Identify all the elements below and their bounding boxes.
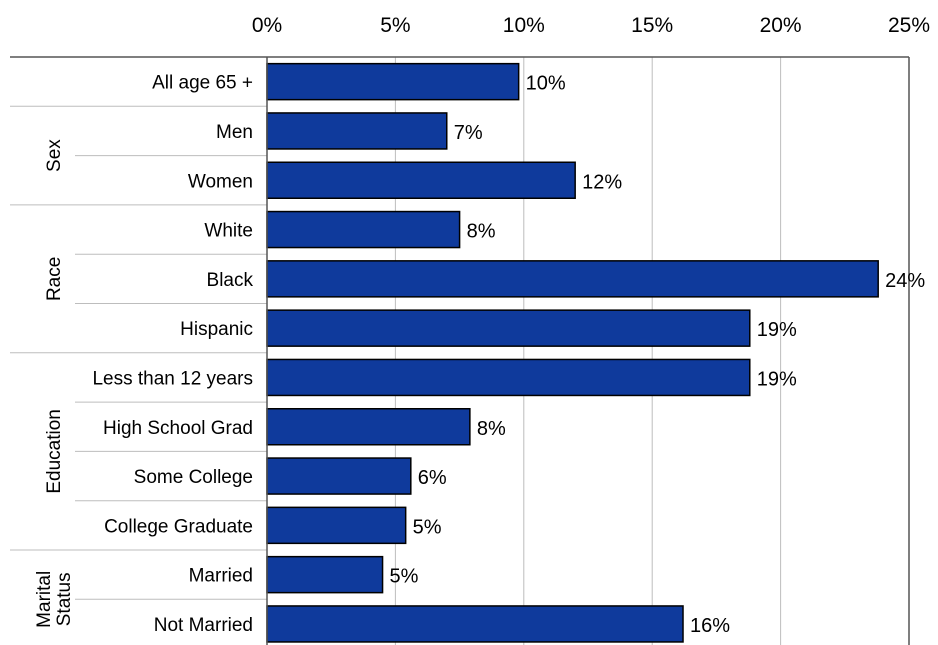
data-label: 19%: [757, 319, 797, 341]
x-tick-label: 0%: [252, 14, 282, 37]
x-tick-label: 25%: [888, 14, 930, 37]
bar: [266, 260, 879, 298]
category-label: Not Married: [154, 615, 253, 636]
bar: [266, 210, 461, 249]
category-label: High School Grad: [103, 418, 253, 439]
data-label: 5%: [390, 566, 419, 588]
category-label: Black: [207, 270, 254, 291]
grid-lines: [394, 57, 910, 645]
category-label: Some College: [134, 467, 253, 488]
group-label: Sex: [44, 139, 65, 172]
axes: [10, 56, 909, 645]
category-label: College Graduate: [104, 516, 253, 537]
category-label: Men: [216, 122, 253, 143]
group-label: Race: [44, 257, 65, 301]
bar: [266, 555, 384, 594]
data-label: 24%: [885, 270, 925, 292]
data-label: 16%: [690, 615, 730, 637]
data-label: 5%: [413, 516, 442, 538]
category-label: Hispanic: [180, 319, 253, 340]
x-tick-label: 15%: [631, 14, 673, 37]
data-label: 10%: [526, 73, 566, 95]
category-separators: [10, 105, 267, 600]
bar: [266, 408, 471, 446]
bars: [266, 62, 879, 643]
data-label: 8%: [467, 221, 496, 243]
category-label: Less than 12 years: [92, 368, 253, 389]
data-label: 8%: [477, 418, 506, 440]
labels: 0% 5% 10% 15% 20% 25% All age 65 + 10% Men 7% Wome…: [34, 14, 930, 637]
category-label: Married: [189, 566, 253, 587]
data-label: 7%: [454, 122, 483, 144]
group-label: Education: [44, 409, 65, 494]
bar: [266, 457, 412, 495]
category-label: White: [204, 221, 253, 242]
x-tick-label: 20%: [760, 14, 802, 37]
category-label: Women: [188, 171, 253, 192]
x-tick-label: 10%: [503, 14, 545, 37]
category-label: All age 65 +: [152, 73, 253, 94]
data-label: 12%: [582, 171, 622, 193]
bar: [266, 605, 684, 643]
data-label: 6%: [418, 467, 447, 489]
bar: [266, 506, 407, 545]
bar: [266, 161, 576, 199]
bar: [266, 62, 520, 101]
group-label: Status: [54, 572, 75, 626]
data-label: 19%: [757, 368, 797, 390]
bar: [266, 358, 751, 397]
bar: [266, 309, 751, 347]
bar: [266, 112, 448, 150]
x-tick-label: 5%: [380, 14, 410, 37]
group-label: Marital: [34, 571, 55, 628]
